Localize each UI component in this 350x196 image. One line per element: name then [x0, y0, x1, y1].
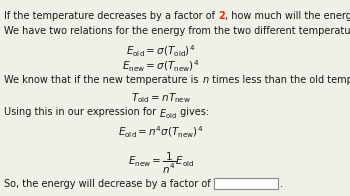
Text: We know that if the new temperature is: We know that if the new temperature is	[4, 75, 202, 85]
Text: $n$: $n$	[202, 75, 209, 85]
Text: $E_{\mathrm{new}} = \dfrac{1}{n^4}E_{\mathrm{old}}$: $E_{\mathrm{new}} = \dfrac{1}{n^4}E_{\ma…	[128, 151, 194, 176]
Text: gives:: gives:	[177, 107, 209, 117]
Text: $T_{\mathrm{old}} = nT_{\mathrm{new}}$: $T_{\mathrm{old}} = nT_{\mathrm{new}}$	[131, 91, 191, 105]
Text: $E_{\mathrm{old}}$: $E_{\mathrm{old}}$	[160, 107, 177, 121]
Text: We have two relations for the energy from the two different temperatures.: We have two relations for the energy fro…	[4, 26, 350, 36]
Text: $E_{\mathrm{new}} = \sigma(T_{\mathrm{new}})^4$: $E_{\mathrm{new}} = \sigma(T_{\mathrm{ne…	[122, 59, 199, 74]
Text: 2: 2	[218, 11, 225, 21]
FancyBboxPatch shape	[214, 178, 278, 189]
Text: .: .	[280, 179, 283, 189]
Text: $E_{\mathrm{old}} = \sigma(T_{\mathrm{old}})^4$: $E_{\mathrm{old}} = \sigma(T_{\mathrm{ol…	[126, 44, 196, 60]
Text: So, the energy will decrease by a factor of: So, the energy will decrease by a factor…	[4, 179, 211, 189]
Text: times less than the old temperature then:: times less than the old temperature then…	[209, 75, 350, 85]
Text: $E_{\mathrm{old}} = n^4\sigma(T_{\mathrm{new}})^4$: $E_{\mathrm{old}} = n^4\sigma(T_{\mathrm…	[118, 124, 204, 140]
Text: Using this in our expression for: Using this in our expression for	[4, 107, 160, 117]
Text: If the temperature decreases by a factor of: If the temperature decreases by a factor…	[4, 11, 218, 21]
Text: , how much will the energy decrease?: , how much will the energy decrease?	[225, 11, 350, 21]
